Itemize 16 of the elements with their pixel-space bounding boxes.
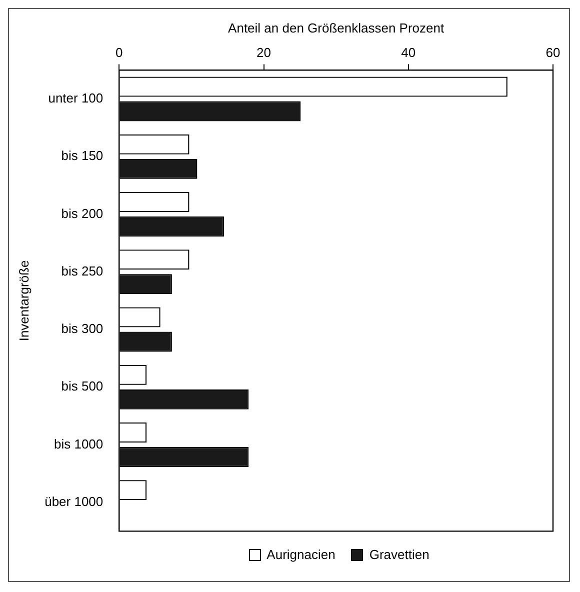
y-tick-label: unter 100 (48, 90, 104, 106)
x-axis-title: Anteil an den Größenklassen Prozent (228, 20, 444, 36)
y-tick-label: bis 500 (61, 378, 104, 394)
y-tick-label: bis 300 (61, 321, 104, 336)
y-tick-label: bis 150 (61, 148, 104, 164)
x-tick-label: 40 (401, 44, 416, 60)
y-tick-label: bis 200 (61, 206, 104, 221)
y-axis-title: Inventargröße (16, 260, 32, 342)
legend-label: Gravettien (369, 547, 430, 562)
x-tick-label: 60 (546, 44, 560, 60)
y-tick-label: über 1000 (44, 494, 104, 509)
x-tick-label: 0 (116, 44, 123, 60)
text: Aurignacien (266, 547, 336, 562)
y-tick-label: bis 250 (61, 263, 104, 278)
x-tick-label: 20 (256, 44, 271, 60)
y-tick-label: bis 1000 (54, 436, 104, 452)
